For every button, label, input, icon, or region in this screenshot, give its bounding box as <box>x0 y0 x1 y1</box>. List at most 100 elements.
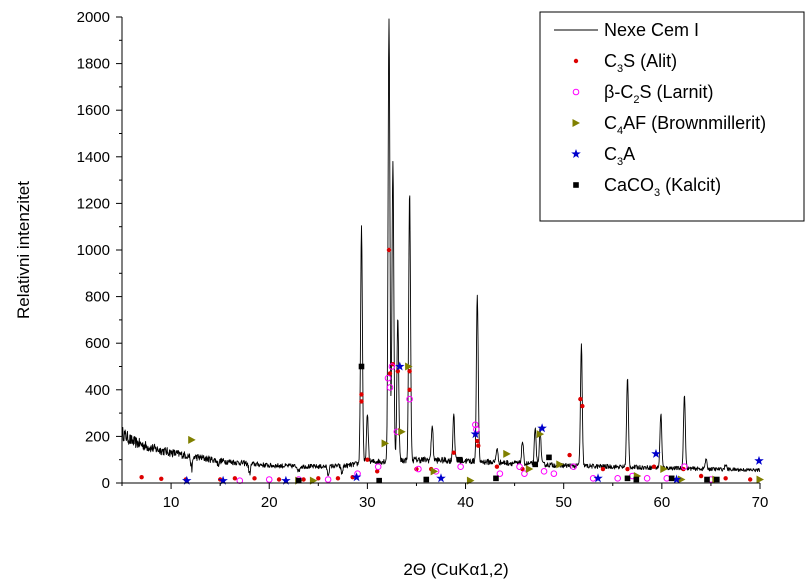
legend-symbol <box>571 149 581 158</box>
data-point <box>567 452 572 458</box>
data-point <box>365 457 370 462</box>
data-point <box>614 475 621 482</box>
data-point <box>714 476 720 483</box>
data-point <box>624 475 631 482</box>
data-point <box>516 463 523 470</box>
data-point <box>475 438 480 444</box>
data-point <box>188 435 196 444</box>
data-point <box>281 475 291 485</box>
legend-box <box>539 11 805 222</box>
legend-item: β-C2S (Larnit) <box>572 82 714 106</box>
data-point <box>754 455 764 465</box>
data-point <box>578 396 583 402</box>
data-point <box>589 475 597 482</box>
data-point <box>633 476 640 483</box>
data-point <box>265 476 273 483</box>
data-point <box>472 421 479 429</box>
data-point <box>359 399 364 404</box>
series-open-circle <box>236 363 715 484</box>
data-point <box>663 475 671 482</box>
data-point <box>723 476 728 481</box>
legend-item: C3A <box>571 144 635 168</box>
data-point <box>218 475 228 485</box>
legend-symbol <box>573 182 579 188</box>
data-point <box>600 466 606 472</box>
data-point <box>335 476 341 481</box>
y-tick-label: 1000 <box>77 242 110 259</box>
y-tick-label: 600 <box>85 335 110 352</box>
data-point <box>182 475 192 485</box>
series-square <box>295 363 720 484</box>
data-point <box>651 448 661 458</box>
data-point <box>359 392 364 397</box>
data-point <box>493 475 499 482</box>
data-point <box>386 384 394 391</box>
legend: Nexe Cem I C3S (Alit) β-C2S (Larnit) C4AF (… <box>539 11 805 222</box>
data-point <box>593 473 603 483</box>
data-point <box>456 456 463 463</box>
legend-item: C4AF (Brownmillerit) <box>572 113 766 137</box>
legend-item: CaCO3 (Kalcit) <box>573 175 721 199</box>
y-tick-label: 1400 <box>77 149 110 166</box>
legend-symbol <box>573 58 579 64</box>
y-tick-label: 1600 <box>77 102 110 119</box>
series-dot <box>139 247 753 482</box>
data-point <box>436 473 446 483</box>
legend-label: Nexe Cem I <box>604 20 699 40</box>
data-point <box>532 461 539 468</box>
data-point <box>375 469 380 474</box>
data-point <box>301 477 306 482</box>
data-point <box>747 477 753 482</box>
data-point <box>395 368 401 374</box>
data-point <box>430 467 439 476</box>
data-point <box>252 476 257 481</box>
y-tick-label: 0 <box>102 475 110 492</box>
axes: 10 20 30 40 50 60 70 0 200 400 600 800 1000 1200 1400 1… <box>14 9 768 579</box>
data-point <box>651 464 657 469</box>
data-point <box>525 465 534 474</box>
data-point <box>232 476 238 481</box>
data-point <box>159 476 164 482</box>
data-point <box>295 477 302 484</box>
data-point <box>423 476 430 483</box>
series-star <box>182 361 764 485</box>
x-tick-label: 40 <box>457 494 474 511</box>
data-point <box>537 423 547 433</box>
y-axis-title: Relativni intenzitet <box>14 181 33 319</box>
legend-label: C3A <box>604 144 635 168</box>
data-point <box>681 463 688 470</box>
data-point <box>276 477 282 482</box>
series-triangle-right <box>188 362 764 485</box>
data-point <box>351 472 362 482</box>
data-point <box>405 362 413 371</box>
data-point <box>704 476 710 483</box>
data-point <box>476 443 481 448</box>
x-tick-label: 30 <box>359 494 376 511</box>
y-tick-label: 1200 <box>77 195 110 212</box>
data-point <box>536 430 545 439</box>
data-point <box>550 470 558 477</box>
y-tick-label: 800 <box>85 289 110 306</box>
data-point <box>580 403 585 409</box>
y-tick-label: 1800 <box>77 56 110 73</box>
legend-label: β-C2S (Larnit) <box>604 82 714 106</box>
x-tick-label: 50 <box>555 494 572 511</box>
y-tick-label: 200 <box>85 428 110 445</box>
data-point <box>671 474 682 484</box>
data-point <box>387 371 393 376</box>
data-point <box>668 475 675 482</box>
data-point <box>407 368 412 374</box>
x-tick-label: 60 <box>654 494 671 511</box>
data-point <box>556 460 564 469</box>
x-tick-label: 20 <box>261 494 278 511</box>
legend-label: CaCO3 (Kalcit) <box>604 175 721 199</box>
legend-symbol <box>572 88 580 96</box>
data-point <box>398 427 406 436</box>
data-point <box>139 474 144 480</box>
legend-item: Nexe Cem I <box>554 20 699 40</box>
data-point <box>660 465 668 474</box>
legend-item: C3S (Alit) <box>573 51 677 75</box>
x-axis-title: 2Θ (CuKα1,2) <box>403 560 508 579</box>
data-point <box>381 439 390 448</box>
